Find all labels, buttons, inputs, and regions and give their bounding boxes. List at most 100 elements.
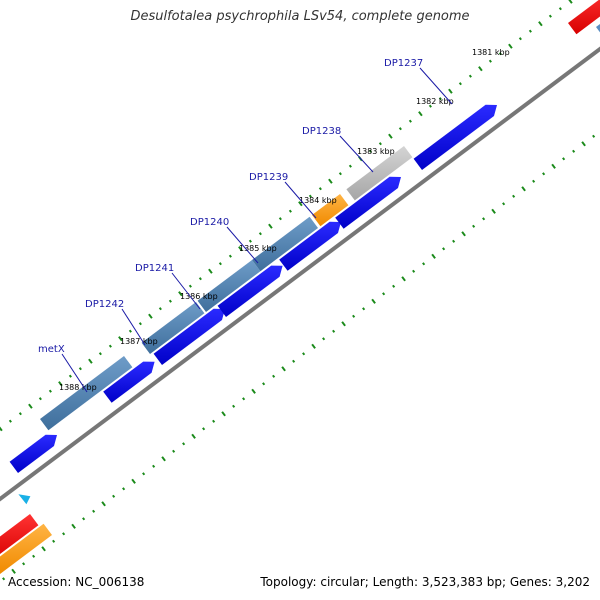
gene-DP1242 (141, 302, 205, 354)
tick-mark (268, 223, 273, 229)
tick-mark (412, 269, 416, 273)
gene-DP1239 (312, 194, 349, 227)
feature-layer (0, 0, 600, 574)
tick-mark (148, 313, 153, 319)
gene-label: DP1240 (190, 217, 229, 228)
scale-label: 1384 kbp (299, 196, 337, 205)
tick-mark (382, 292, 386, 296)
cds-arrow-forward (9, 434, 58, 473)
gene-label: DP1241 (135, 263, 174, 274)
tick-mark (168, 299, 172, 303)
tick-mark (478, 66, 483, 72)
tick-mark (22, 562, 26, 566)
tick-mark (118, 336, 123, 342)
tick-mark (68, 374, 72, 378)
gene-orange-partial-lower (0, 523, 52, 574)
scale-label: 1383 kbp (357, 147, 395, 156)
tick-mark (308, 194, 312, 198)
gene-DP1240 (252, 216, 318, 272)
gene-red-partial-lower (0, 514, 39, 555)
tick-mark (388, 133, 393, 139)
tick-mark (398, 127, 402, 131)
tick-mark (378, 142, 382, 146)
tick-mark (32, 554, 36, 558)
tick-mark (138, 322, 142, 326)
tick-mark (191, 433, 196, 439)
tick-mark (281, 366, 286, 372)
tick-mark (362, 307, 366, 311)
tick-mark (512, 194, 516, 198)
tick-mark (52, 539, 56, 543)
scale-label: 1381 kbp (472, 48, 510, 57)
tick-mark (198, 277, 202, 281)
tick-mark (131, 478, 136, 484)
scale-label: 1386 kbp (180, 292, 218, 301)
tick-mark (371, 298, 376, 304)
tick-mark (11, 568, 16, 574)
tick-mark (161, 456, 166, 462)
cds-arrow-forward (153, 308, 225, 365)
cds-arrow-forward (413, 104, 497, 170)
tick-mark (78, 367, 82, 371)
tick-mark (322, 337, 326, 341)
tick-mark (8, 419, 12, 423)
cds-arrow-forward (103, 361, 155, 403)
genome-info-text: Topology: circular; Length: 3,523,383 bp… (260, 575, 590, 589)
tick-mark (538, 21, 543, 27)
tick-mark (448, 88, 453, 94)
scale-label: 1385 kbp (239, 244, 277, 253)
tick-mark (71, 523, 76, 529)
tick-mark (262, 382, 266, 386)
tick-mark (562, 157, 566, 161)
tick-mark (408, 119, 412, 123)
tick-mark (422, 262, 426, 266)
gene-label-leader (61, 353, 88, 393)
tick-mark (272, 374, 276, 378)
map-title: Desulfotalea psychrophila LSv54, complet… (130, 9, 470, 24)
tick-mark (58, 381, 63, 387)
tick-mark (212, 419, 216, 423)
tick-mark (172, 449, 176, 453)
tick-mark (461, 231, 466, 237)
tick-mark (318, 187, 322, 191)
tick-mark (518, 37, 522, 41)
tick-mark (208, 268, 213, 274)
tick-mark (101, 501, 106, 507)
gene-label: DP1239 (249, 172, 288, 183)
tick-mark (418, 111, 423, 117)
tick-mark (242, 397, 246, 401)
tick-mark (352, 314, 356, 318)
tick-mark (548, 14, 552, 18)
tick-mark (178, 291, 183, 297)
tick-mark (581, 141, 586, 147)
tick-mark (288, 209, 292, 213)
tick-mark (572, 149, 576, 153)
gene-label-leader (339, 135, 374, 173)
tick-mark (458, 82, 462, 86)
tick-mark (442, 247, 446, 251)
tick-mark (108, 344, 112, 348)
tick-mark (332, 329, 336, 333)
gene-label-leader (171, 272, 201, 310)
tick-mark (0, 426, 3, 432)
tick-mark (62, 532, 66, 536)
tick-mark (568, 0, 573, 4)
tick-mark (348, 164, 352, 168)
tick-mark (2, 577, 6, 581)
cyan-arrow-marker (18, 494, 31, 505)
tick-mark (482, 217, 486, 221)
tick-mark (38, 397, 42, 401)
gene-label: DP1237 (384, 58, 423, 69)
tick-mark (218, 262, 222, 266)
tick-mark (298, 201, 303, 207)
label-layer: 1381 kbp 1382 kbp 1383 kbp 1384 kbp 1385 kbp… (38, 48, 510, 393)
gene-label: metX (38, 344, 65, 355)
tick-mark (542, 172, 546, 176)
tick-mark (182, 442, 186, 446)
tick-mark (592, 134, 596, 138)
tick-mark (468, 74, 472, 78)
tick-mark (88, 358, 93, 364)
gene-label-leader (226, 226, 259, 264)
